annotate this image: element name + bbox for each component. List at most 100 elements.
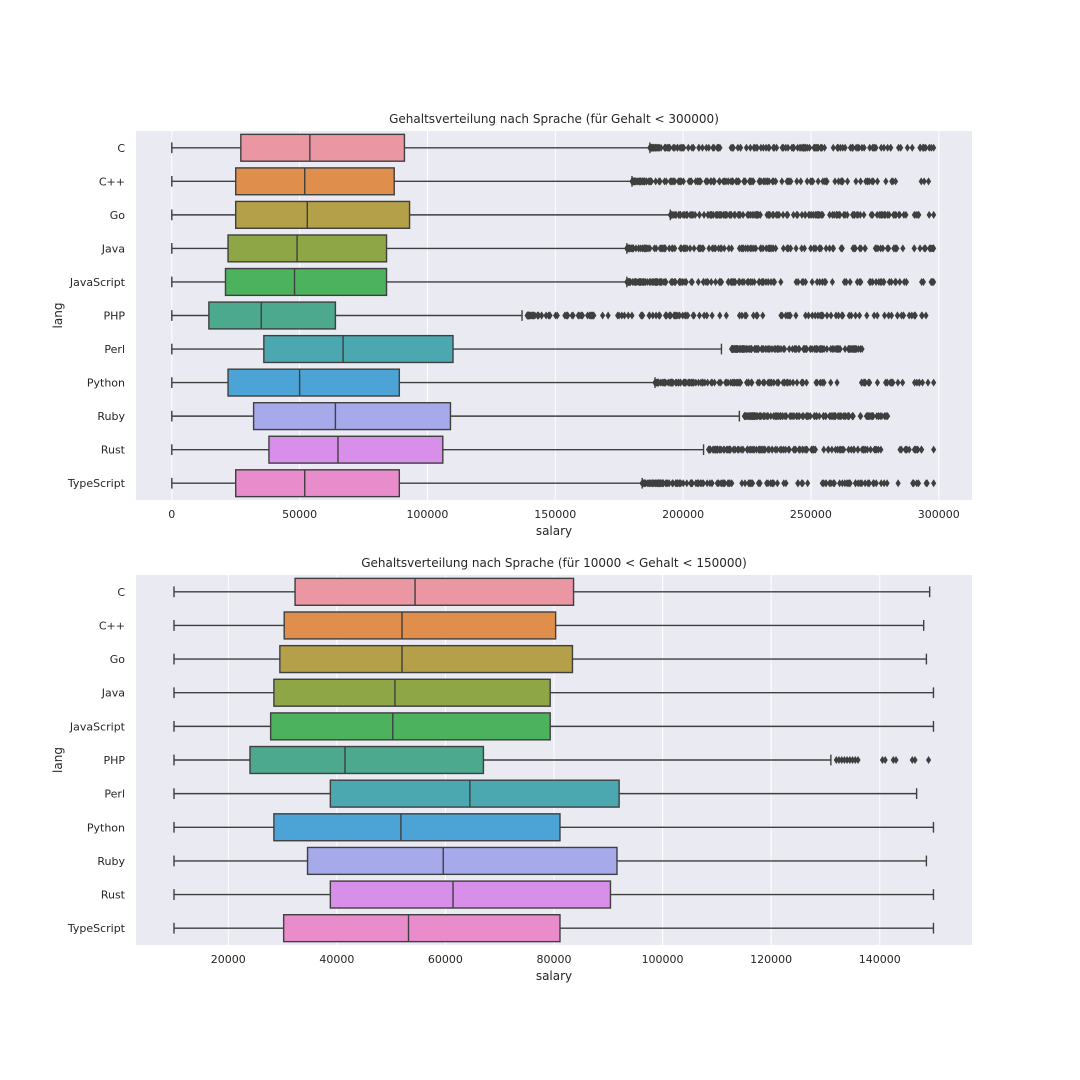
outlier-point xyxy=(652,479,659,488)
outlier-point xyxy=(811,412,818,421)
outlier-point xyxy=(747,177,753,186)
outlier-point xyxy=(718,210,724,219)
x-tick-label: 120000 xyxy=(750,953,792,966)
outlier-point xyxy=(786,445,792,454)
outlier-point xyxy=(717,311,723,320)
outlier-point xyxy=(765,412,771,421)
outlier-point xyxy=(728,143,734,152)
outlier-point xyxy=(673,378,680,387)
outlier-point xyxy=(621,311,628,320)
outlier-point xyxy=(682,277,688,286)
outlier-point xyxy=(689,143,695,152)
outlier-point xyxy=(678,244,684,253)
outlier-point xyxy=(624,244,630,253)
outlier-point xyxy=(732,210,738,219)
outlier-point xyxy=(881,143,887,152)
outlier-point xyxy=(791,143,797,152)
outlier-point xyxy=(653,277,659,286)
y-tick-label: PHP xyxy=(103,310,125,323)
outlier-point xyxy=(746,345,752,354)
outlier-point xyxy=(730,445,736,454)
outlier-point xyxy=(786,345,792,354)
outlier-point xyxy=(845,479,851,488)
outlier-point xyxy=(919,378,926,387)
y-tick-label: C xyxy=(117,142,125,155)
outlier-point xyxy=(874,311,880,320)
outlier-point xyxy=(758,143,764,152)
outlier-point xyxy=(756,445,762,454)
bottom-boxplot-panel: 20000 40000 60000 80000 100000 120000 140000 C… xyxy=(51,556,972,983)
outlier-point xyxy=(686,177,692,186)
outlier-point xyxy=(672,143,678,152)
outlier-point xyxy=(639,177,645,186)
x-tick-label: 140000 xyxy=(859,953,901,966)
outlier-point xyxy=(691,244,697,253)
outlier-point xyxy=(630,277,636,286)
outlier-point xyxy=(768,412,774,421)
outlier-point xyxy=(846,412,852,421)
outlier-point xyxy=(624,277,630,286)
outlier-point xyxy=(811,445,817,454)
outlier-point xyxy=(884,479,890,488)
outlier-point xyxy=(859,445,865,454)
outlier-point xyxy=(721,445,727,454)
outlier-point xyxy=(837,479,843,488)
outlier-point xyxy=(696,311,703,320)
outlier-point xyxy=(647,277,653,286)
outlier-point xyxy=(795,210,801,219)
outlier-point xyxy=(721,479,727,488)
box-iqr xyxy=(263,334,454,364)
outlier-point xyxy=(756,277,763,286)
outlier-point xyxy=(663,479,670,488)
outlier-point xyxy=(857,177,864,186)
outlier-point xyxy=(752,345,758,354)
outlier-point xyxy=(800,445,806,454)
outlier-point xyxy=(677,378,684,387)
outlier-point xyxy=(717,177,723,186)
outlier-point xyxy=(805,311,812,320)
box-iqr xyxy=(252,402,452,431)
box-iqr xyxy=(273,678,551,707)
outlier-point xyxy=(693,177,699,186)
outlier-point xyxy=(829,210,836,219)
outlier-point xyxy=(815,177,821,186)
outlier-point xyxy=(692,210,698,219)
outlier-point xyxy=(715,143,721,152)
outlier-point xyxy=(709,311,715,320)
outlier-point xyxy=(667,210,673,219)
outlier-point xyxy=(766,445,772,454)
outlier-point xyxy=(836,756,842,764)
outlier-point xyxy=(753,210,759,219)
x-tick-label: 0 xyxy=(168,508,175,521)
outlier-point xyxy=(663,311,669,320)
outlier-point xyxy=(893,756,899,764)
outlier-point xyxy=(658,143,664,152)
outlier-point xyxy=(633,277,639,286)
outlier-point xyxy=(801,244,808,253)
outlier-point xyxy=(672,311,678,320)
outlier-point xyxy=(841,756,848,764)
outlier-point xyxy=(780,345,787,354)
box-go xyxy=(171,200,937,229)
outlier-point xyxy=(799,378,805,387)
outlier-point xyxy=(909,143,915,152)
outlier-point xyxy=(718,244,724,253)
outlier-point xyxy=(897,445,903,454)
outlier-point xyxy=(726,445,732,454)
outlier-point xyxy=(749,210,755,219)
outlier-point xyxy=(739,479,745,488)
outlier-point xyxy=(655,143,661,152)
outlier-point xyxy=(780,210,786,219)
outlier-point xyxy=(793,445,799,454)
outlier-point xyxy=(835,445,841,454)
x-tick-label: 60000 xyxy=(428,953,463,966)
outlier-point xyxy=(793,244,799,253)
box-ruby xyxy=(171,402,891,431)
outlier-point xyxy=(822,177,828,186)
outlier-point xyxy=(748,378,754,387)
y-axis-label: lang xyxy=(51,303,65,329)
outlier-point xyxy=(871,311,877,320)
outlier-point xyxy=(671,277,677,286)
outlier-point xyxy=(760,378,766,387)
outlier-point xyxy=(862,479,868,488)
